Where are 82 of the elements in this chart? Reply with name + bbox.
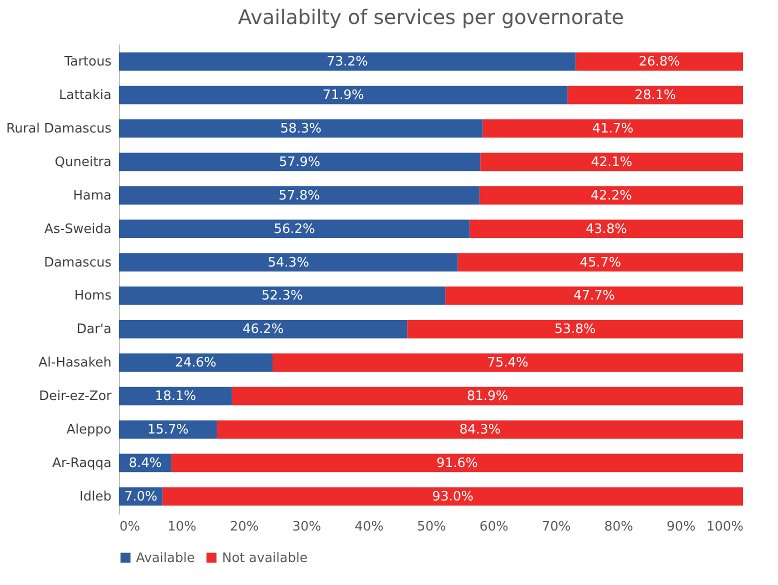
bar: [119, 220, 470, 238]
chart-title: Availabilty of services per governorate: [238, 5, 624, 29]
bar: [480, 186, 743, 205]
x-tick-label: 30%: [292, 520, 322, 534]
bar: [162, 487, 743, 506]
bar: [272, 353, 743, 372]
bar: [119, 253, 458, 272]
data-label: 46.2%: [242, 322, 284, 338]
data-label: 73.2%: [326, 54, 368, 70]
bar: [568, 86, 743, 104]
x-tick-label: 70%: [542, 520, 571, 534]
bar: [480, 152, 743, 172]
data-label: 84.3%: [459, 422, 501, 438]
x-tick-label: 80%: [604, 520, 634, 534]
data-label: 24.6%: [175, 356, 216, 371]
y-tick-label: Deir-ez-Zor: [38, 389, 112, 404]
legend-label: Available: [136, 550, 195, 566]
data-label: 15.7%: [147, 422, 189, 438]
data-label: 45.7%: [580, 255, 622, 270]
bar: [119, 152, 480, 172]
y-tick-label: Ar-Raqqa: [52, 456, 112, 471]
bar: [119, 353, 273, 372]
bar: [232, 386, 743, 406]
y-tick-label: Dar'a: [76, 322, 112, 338]
data-label: 57.9%: [278, 154, 320, 170]
bar: [119, 86, 568, 104]
data-label: 41.7%: [592, 121, 634, 136]
data-label: 52.3%: [262, 288, 303, 304]
data-label: 91.6%: [436, 456, 478, 471]
data-label: 7.0%: [124, 489, 158, 504]
y-tick-label: Rural Damascus: [6, 121, 112, 136]
data-label: 43.8%: [586, 222, 627, 237]
data-label: 57.8%: [278, 188, 320, 204]
bar: [119, 52, 576, 71]
data-label: 26.8%: [638, 54, 680, 70]
y-tick-label: Lattakia: [59, 88, 112, 104]
bar: [119, 320, 408, 338]
data-label: 54.3%: [268, 255, 310, 270]
bar: [470, 220, 743, 238]
data-label: 71.9%: [322, 88, 364, 104]
x-tick-label: 20%: [230, 520, 259, 534]
y-tick-label: Hama: [73, 188, 112, 204]
x-tick-label: 60%: [479, 520, 508, 534]
data-label: 18.1%: [154, 389, 196, 404]
y-tick-label: Idleb: [80, 489, 112, 504]
data-label: 81.9%: [466, 389, 508, 404]
data-label: 8.4%: [128, 456, 162, 471]
bar: [119, 386, 232, 406]
x-tick-label: 50%: [417, 520, 446, 534]
y-tick-label: Tartous: [63, 54, 112, 70]
bar: [407, 320, 743, 338]
data-label: 53.8%: [554, 322, 596, 338]
x-tick-label: 90%: [666, 520, 696, 534]
data-label: 47.7%: [574, 288, 615, 304]
y-tick-label: Damascus: [44, 255, 112, 270]
bar: [119, 119, 483, 138]
data-label: 28.1%: [634, 88, 676, 104]
x-tick-label: 0%: [120, 520, 140, 534]
bar: [482, 119, 743, 138]
bar: [119, 186, 480, 205]
x-tick-label: 10%: [167, 520, 196, 534]
bar: [216, 420, 743, 439]
bar: [171, 454, 743, 472]
data-label: 42.1%: [590, 154, 632, 170]
data-label: 93.0%: [432, 489, 474, 504]
bar: [458, 253, 743, 272]
bar: [576, 52, 743, 71]
legend-label: Not available: [222, 550, 308, 566]
data-label: 56.2%: [274, 222, 315, 237]
data-label: 75.4%: [487, 356, 528, 371]
y-tick-label: As-Sweida: [44, 222, 112, 237]
y-tick-label: Homs: [74, 288, 112, 304]
data-label: 42.2%: [590, 188, 632, 204]
data-label: 58.3%: [280, 121, 322, 136]
x-tick-label: 100%: [706, 520, 744, 534]
bar: [119, 420, 217, 439]
bar: [445, 286, 743, 305]
y-tick-label: Quneitra: [54, 154, 112, 170]
y-tick-label: Al-Hasakeh: [38, 356, 112, 371]
y-tick-label: Aleppo: [66, 422, 112, 438]
x-tick-label: 40%: [354, 520, 384, 534]
bar: [119, 286, 446, 305]
